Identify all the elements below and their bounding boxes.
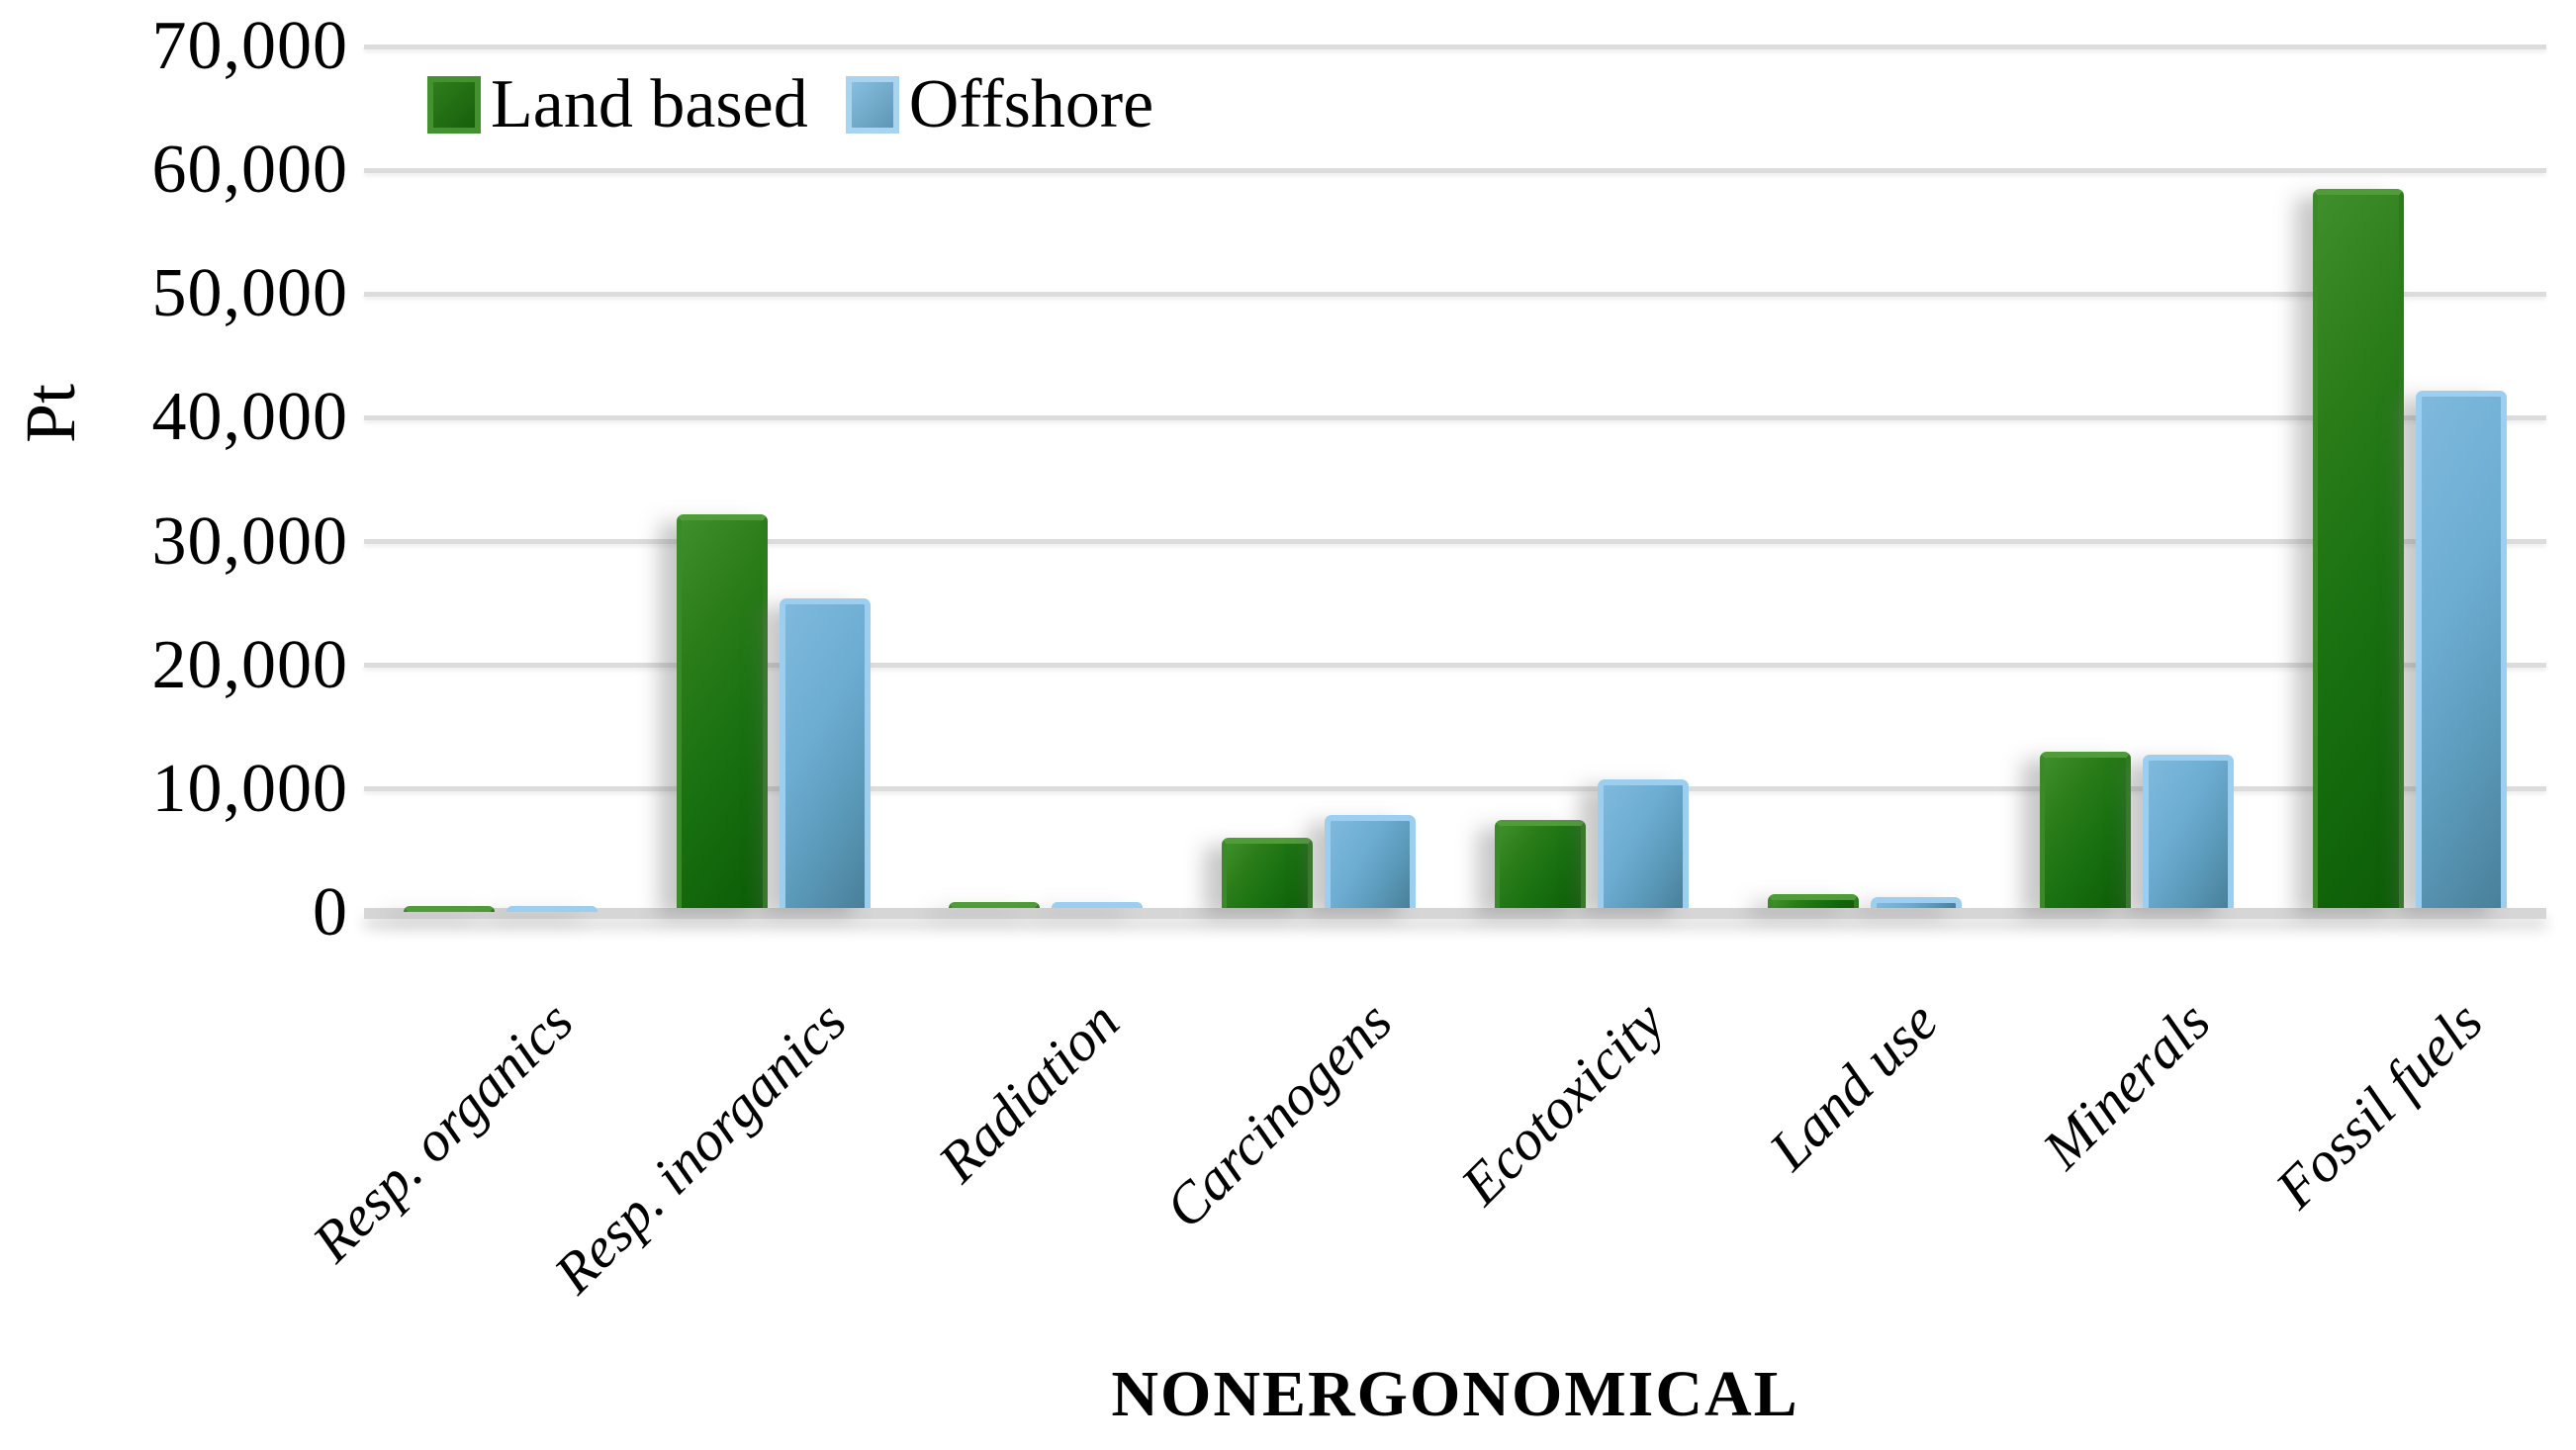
bar-offshore-minerals: [2143, 755, 2234, 908]
bar-land-based-resp-organics: [404, 906, 495, 912]
x-category-label: Minerals: [2030, 988, 2223, 1181]
gridline: [364, 539, 2546, 545]
x-category-label: Resp. inorganics: [541, 988, 859, 1306]
bar-offshore-radiation: [1052, 902, 1143, 908]
y-tick-label: 60,000: [151, 132, 348, 209]
gridline: [364, 414, 2546, 420]
gridline: [364, 786, 2546, 792]
bar-offshore-ecotoxicity: [1598, 779, 1689, 908]
y-tick-label: 50,000: [151, 255, 348, 332]
x-axis-title: NONERGONOMICAL: [1111, 1358, 1799, 1430]
x-category-label: Carcinogens: [1151, 988, 1404, 1240]
bar-land-based-ecotoxicity: [1495, 820, 1586, 908]
x-category-label: Radiation: [925, 988, 1132, 1195]
gridline: [364, 663, 2546, 669]
bar-offshore-carcinogens: [1325, 815, 1416, 908]
y-tick-label: 70,000: [151, 8, 348, 85]
legend-swatch-land-based: [427, 76, 481, 134]
bar-offshore-fossil-fuels: [2416, 391, 2507, 908]
x-axis-baseline: [364, 908, 2546, 919]
bar-offshore-resp-inorganics: [780, 598, 871, 908]
bar-land-based-fossil-fuels: [2313, 189, 2404, 908]
gridline: [364, 167, 2546, 173]
legend: Land based Offshore: [427, 67, 1153, 142]
x-category-label: Ecotoxicity: [1448, 988, 1677, 1218]
bar-land-based-minerals: [2040, 752, 2131, 908]
y-tick-label: 30,000: [151, 502, 348, 580]
legend-label-offshore: Offshore: [908, 66, 1154, 142]
bar-offshore-land-use: [1871, 897, 1962, 908]
y-tick-label: 0: [313, 874, 348, 951]
y-tick-label: 20,000: [151, 626, 348, 703]
bar-land-based-carcinogens: [1222, 838, 1313, 908]
y-tick-label: 10,000: [151, 750, 348, 827]
bar-land-based-radiation: [949, 902, 1040, 908]
gridline: [364, 44, 2546, 49]
bar-land-based-resp-inorganics: [677, 514, 768, 908]
y-tick-label: 40,000: [151, 379, 348, 456]
x-category-label: Fossil fuels: [2263, 988, 2495, 1221]
x-category-label: Resp. organics: [300, 988, 586, 1275]
legend-label-land-based: Land based: [491, 66, 808, 142]
legend-swatch-offshore: [845, 76, 899, 134]
x-category-label: Land use: [1756, 988, 1950, 1183]
bar-land-based-land-use: [1768, 894, 1859, 908]
gridline: [364, 291, 2546, 297]
bar-offshore-resp-organics: [506, 906, 598, 912]
